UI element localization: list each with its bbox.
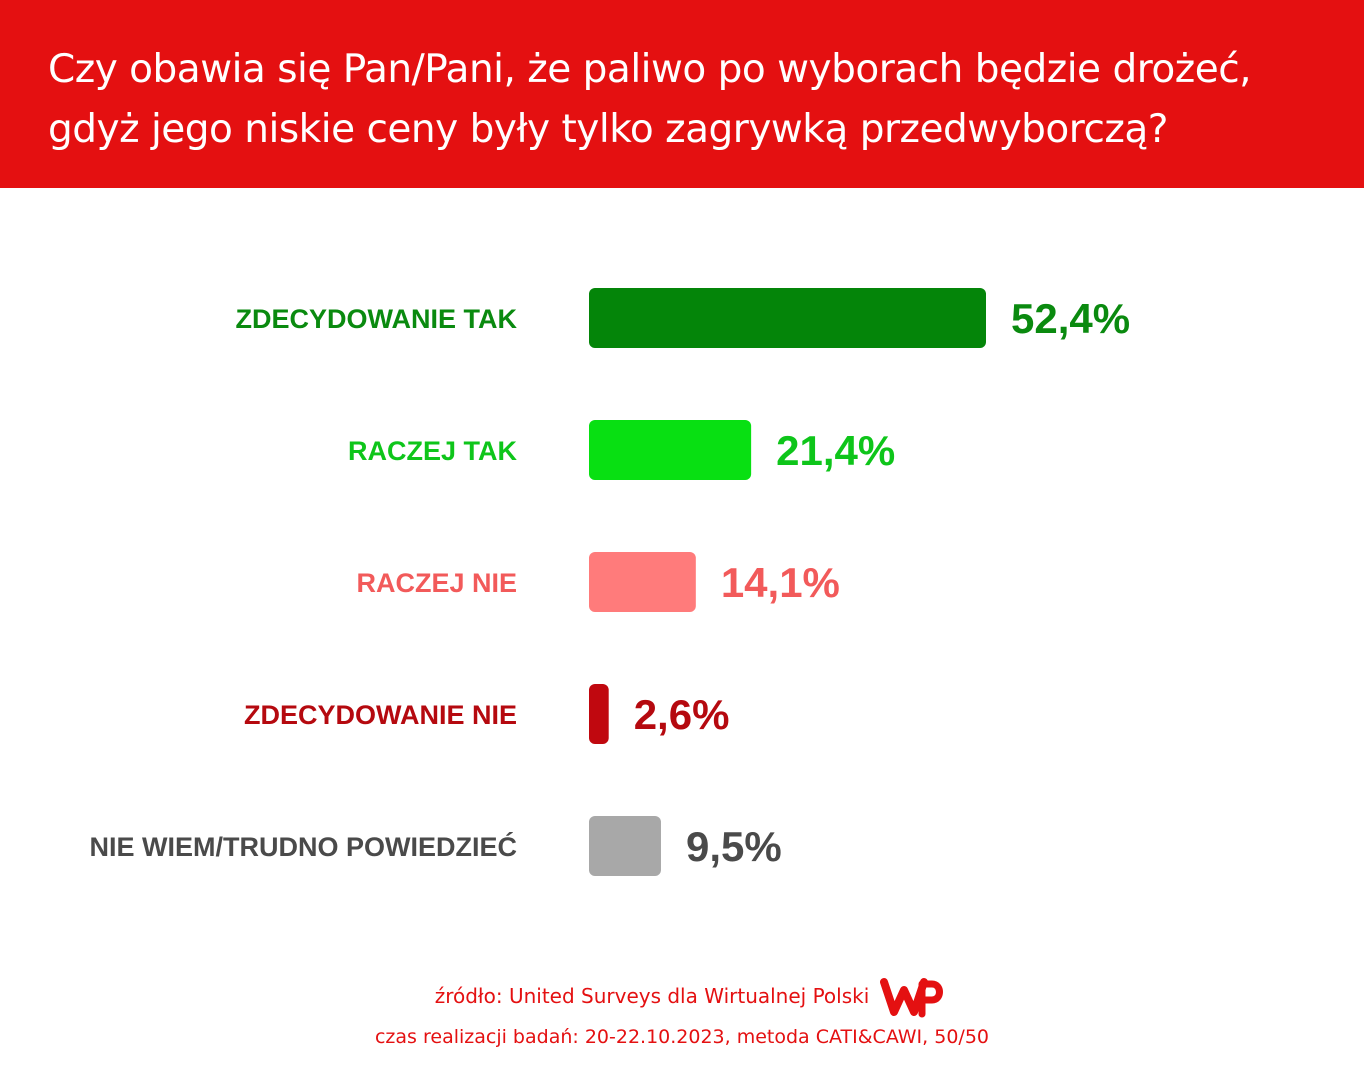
bar bbox=[589, 684, 609, 744]
value-label: 9,5% bbox=[686, 823, 782, 870]
bar bbox=[589, 552, 696, 612]
method-line: czas realizacji badań: 20-22.10.2023, me… bbox=[374, 1026, 989, 1048]
category-label: RACZEJ TAK bbox=[348, 436, 518, 466]
value-label: 21,4% bbox=[776, 427, 895, 474]
category-label: ZDECYDOWANIE TAK bbox=[236, 304, 518, 334]
chart-title: Czy obawia się Pan/Pani, że paliwo po wy… bbox=[48, 47, 1252, 152]
source-text: źródło: United Surveys dla Wirtualnej Po… bbox=[434, 984, 870, 1008]
bar bbox=[589, 420, 752, 480]
bar bbox=[589, 288, 986, 348]
value-label: 52,4% bbox=[1011, 295, 1130, 342]
value-label: 14,1% bbox=[721, 559, 840, 606]
category-label: NIE WIEM/TRUDNO POWIEDZIEĆ bbox=[90, 831, 518, 862]
source-line: źródło: United Surveys dla Wirtualnej Po… bbox=[0, 984, 1364, 1008]
category-label: ZDECYDOWANIE NIE bbox=[244, 700, 517, 730]
wp-logo-icon bbox=[880, 978, 943, 1018]
bar bbox=[589, 816, 661, 876]
category-label: RACZEJ NIE bbox=[356, 568, 517, 598]
header-banner: Czy obawia się Pan/Pani, że paliwo po wy… bbox=[0, 0, 1364, 188]
value-label: 2,6% bbox=[634, 691, 730, 738]
